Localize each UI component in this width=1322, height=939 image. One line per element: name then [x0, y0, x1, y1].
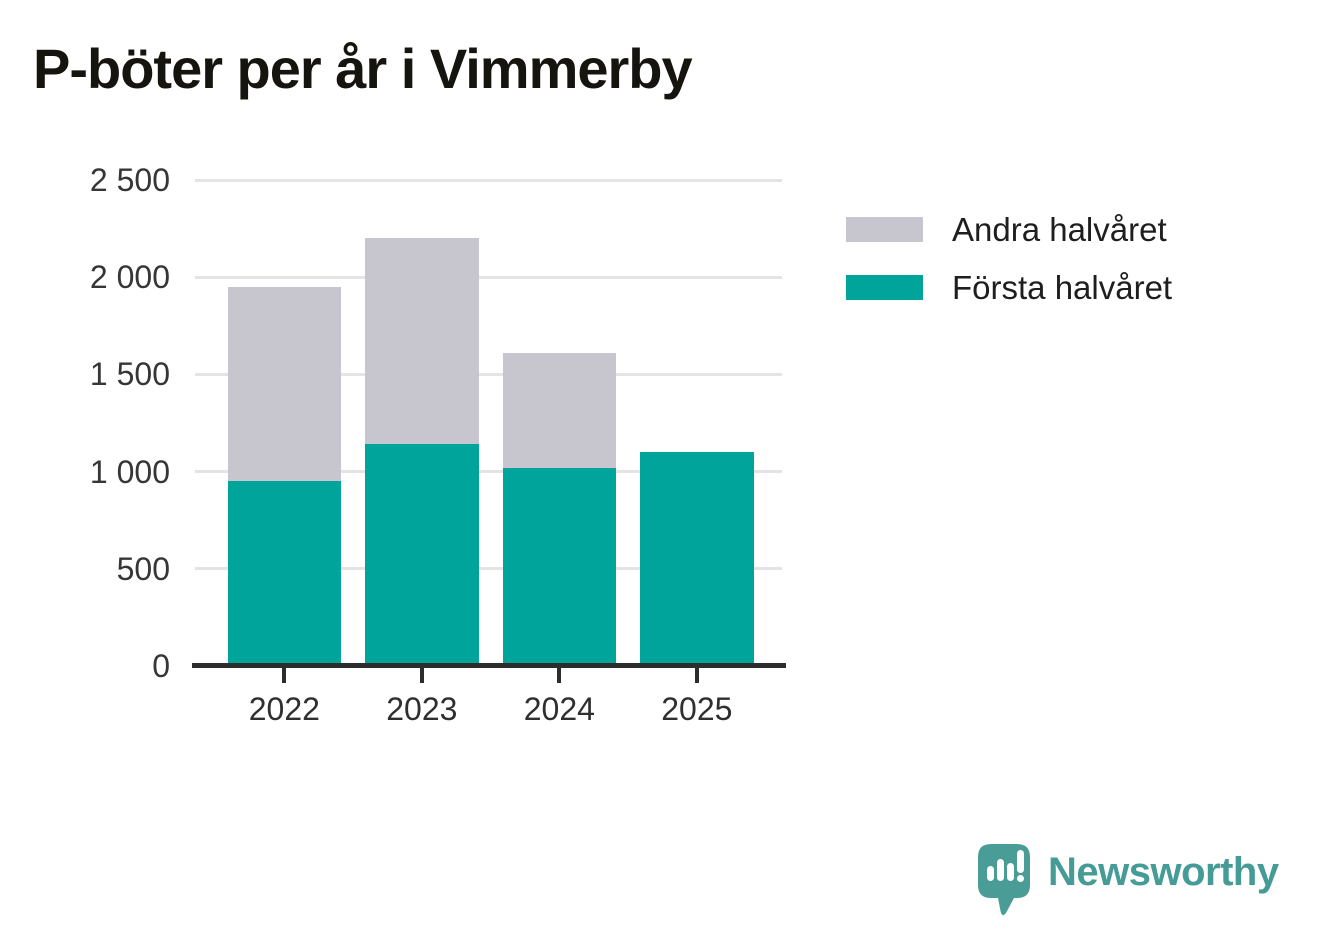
legend-item-andra-halvaret: Andra halvåret: [846, 213, 1172, 246]
x-axis-label-2023: 2023: [386, 691, 458, 727]
x-axis-label-2022: 2022: [248, 691, 320, 727]
logo-exclamation-bar: [1017, 850, 1024, 873]
bar-segment-andra-halvaret-2023: [365, 238, 479, 445]
y-axis-label-0: 0: [152, 648, 170, 684]
chart-title: P-böter per år i Vimmerby: [33, 37, 693, 100]
y-axis-label-2000: 2 000: [89, 259, 170, 296]
y-axis-label-2500: 2 500: [89, 162, 170, 198]
bar-segment-forsta-halvaret-2025: [640, 452, 754, 666]
x-axis-tick-2024: [557, 668, 562, 683]
plot-area: [195, 178, 782, 666]
x-axis-label-2024: 2024: [523, 691, 595, 727]
x-axis-tick-2025: [694, 668, 699, 683]
gridline-500: [195, 567, 782, 571]
newsworthy-branding: Newsworthy: [978, 844, 1308, 929]
y-axis-label-1000: 1 000: [89, 453, 170, 490]
legend-label-andra-halvaret: Andra halvåret: [952, 210, 1167, 248]
logo-bar-2: [997, 859, 1004, 881]
x-axis-line: [192, 663, 786, 668]
legend-label-forsta-halvaret: Första halvåret: [952, 268, 1173, 306]
y-axis-label-1500: 1 500: [89, 356, 170, 393]
newsworthy-logo-icon: [978, 844, 1030, 916]
bar-segment-andra-halvaret-2022: [227, 286, 342, 482]
gridline-2500: [195, 178, 782, 182]
bar-segment-forsta-halvaret-2024: [502, 467, 617, 666]
legend-swatch-forsta-halvaret: [846, 274, 923, 300]
legend-swatch-andra-halvaret: [846, 216, 923, 242]
x-axis-tick-2022: [282, 668, 287, 683]
bar-segment-andra-halvaret-2024: [502, 353, 617, 468]
gridline-2000: [195, 275, 782, 279]
bar-segment-forsta-halvaret-2022: [227, 481, 342, 666]
logo-bar-3: [1007, 863, 1014, 881]
gridline-1000: [195, 470, 782, 474]
legend-item-forsta-halvaret: Första halvåret: [846, 271, 1172, 304]
bar-segment-forsta-halvaret-2023: [365, 444, 479, 666]
legend: Andra halvåret Första halvåret: [846, 213, 1172, 332]
y-axis-label-500: 500: [116, 550, 170, 587]
gridline-1500: [195, 372, 782, 376]
x-axis-label-2025: 2025: [661, 691, 733, 727]
logo-bar-1: [987, 866, 994, 881]
x-axis-tick-2023: [419, 668, 424, 683]
newsworthy-wordmark: Newsworthy: [1048, 850, 1279, 894]
logo-exclamation-dot: [1017, 875, 1024, 882]
